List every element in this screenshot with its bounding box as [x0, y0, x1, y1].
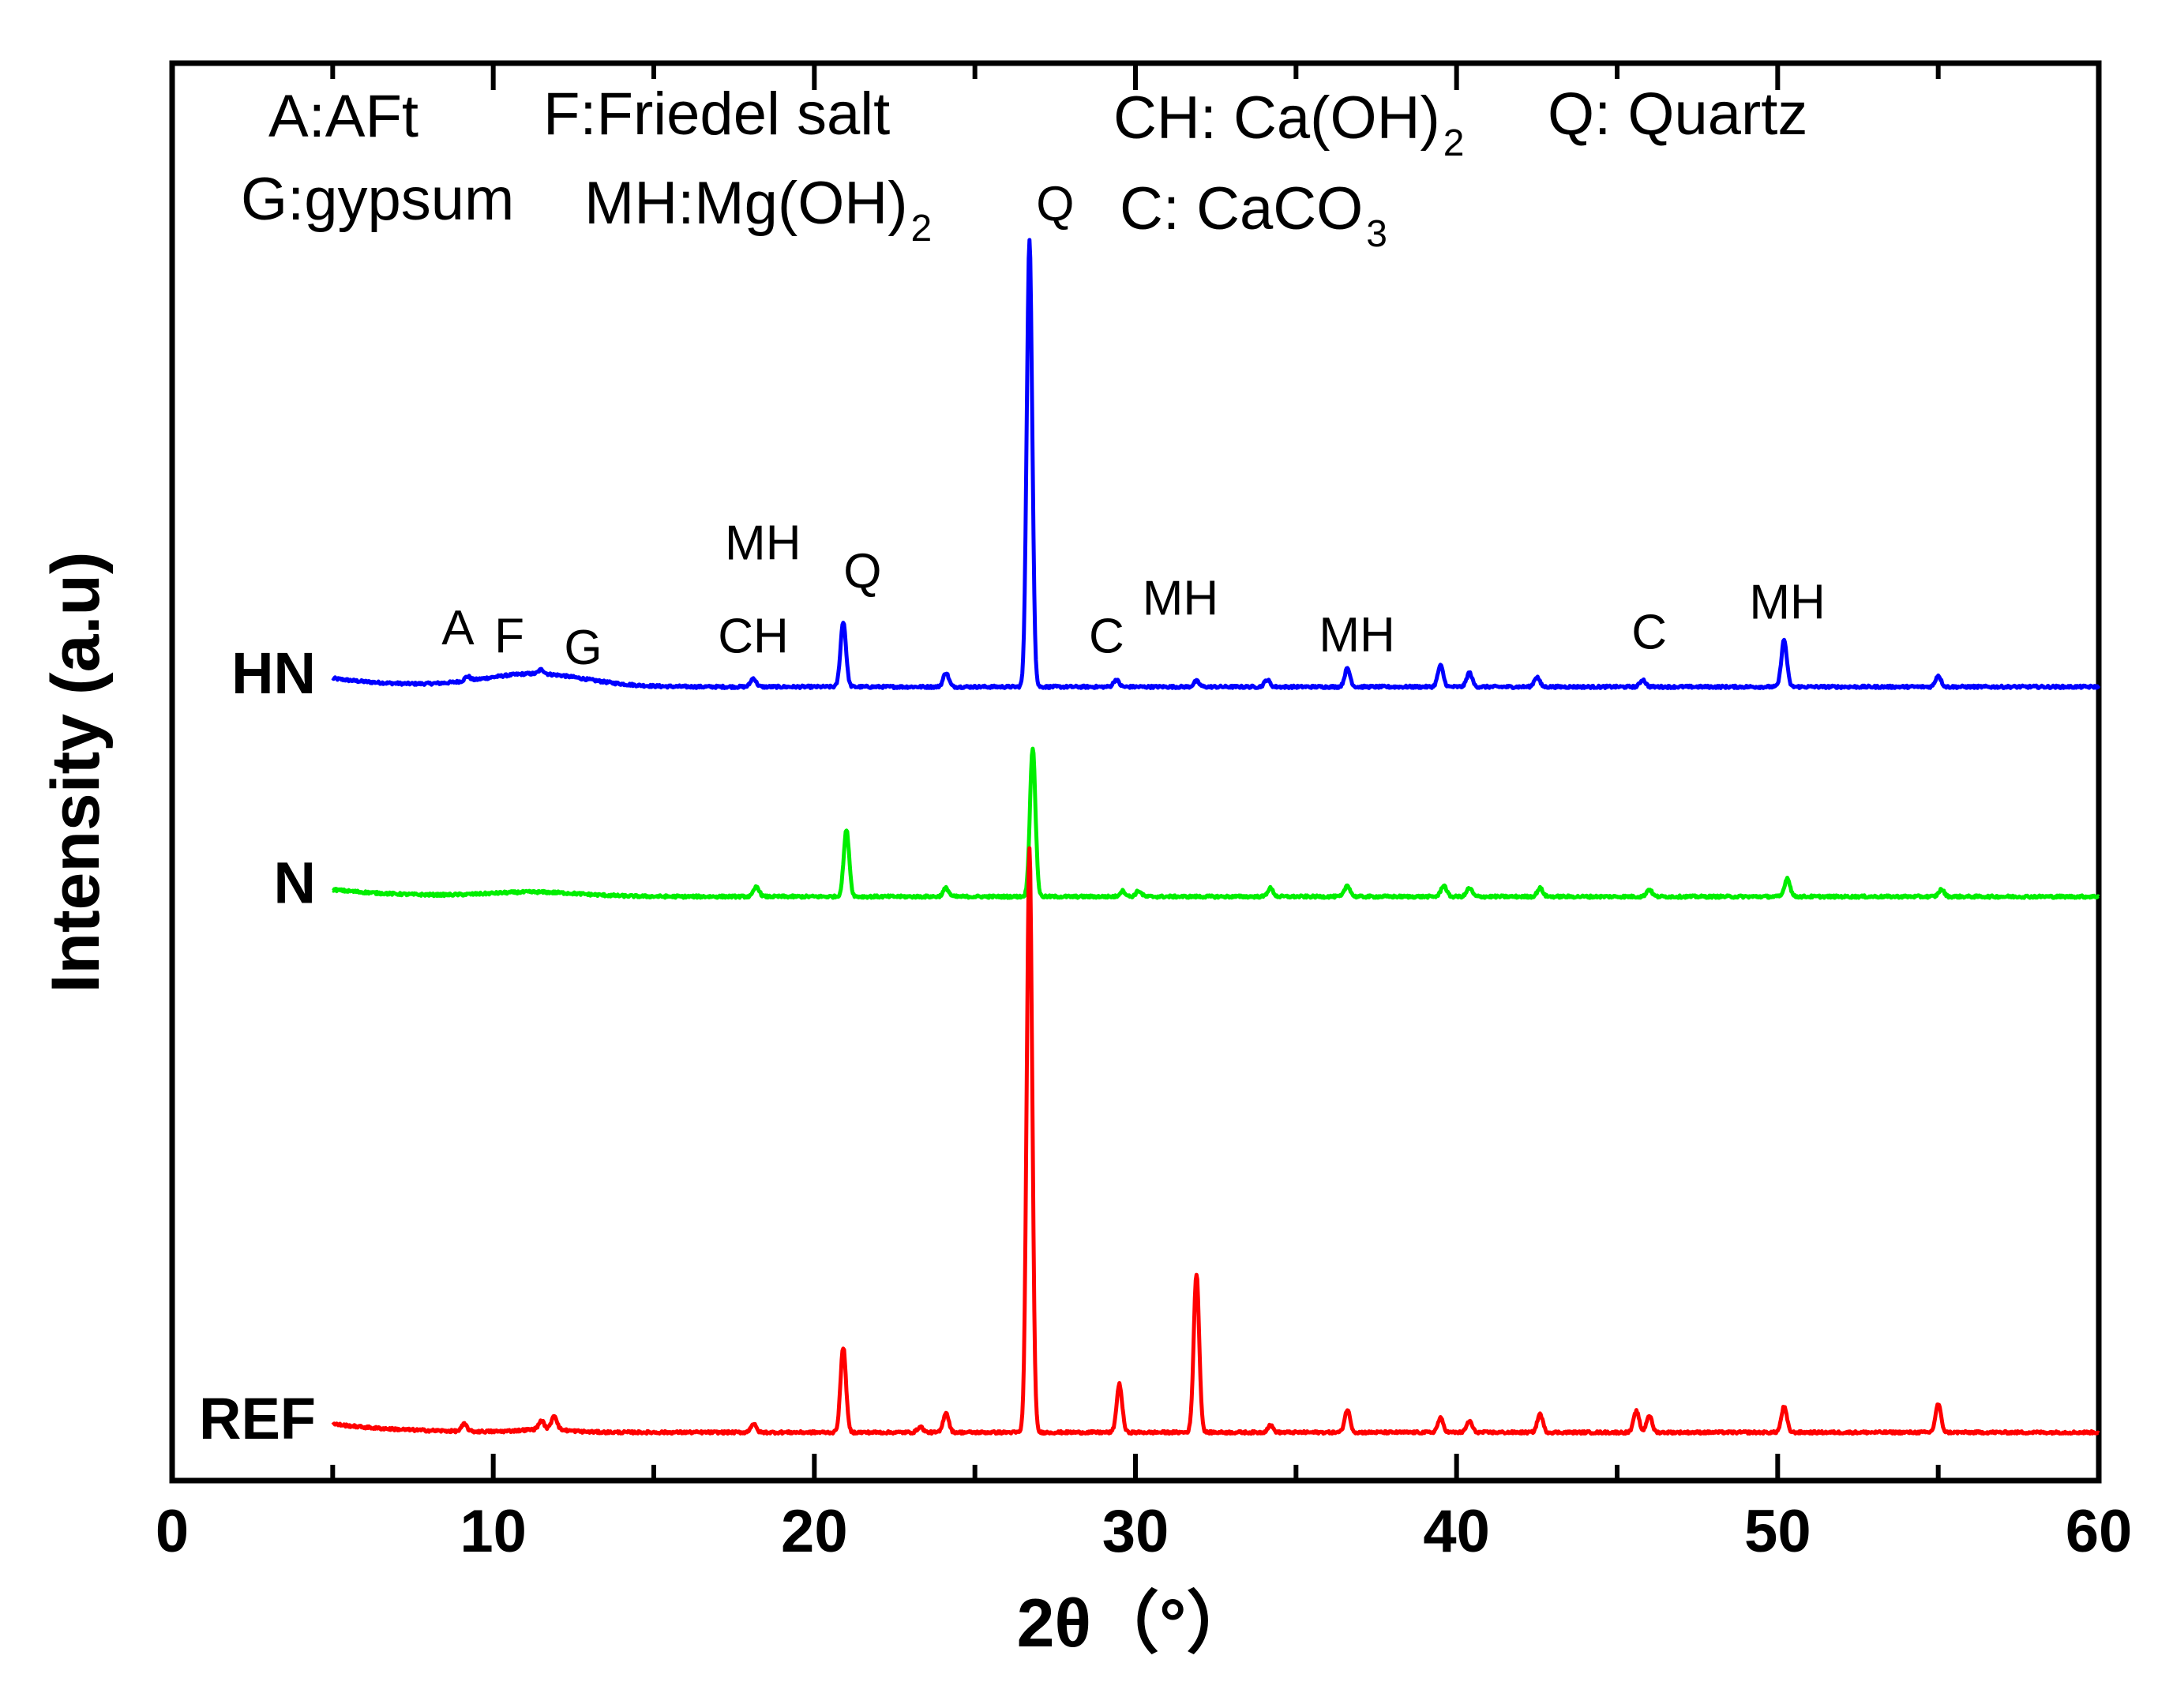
series-label-hn: HN [231, 640, 316, 706]
legend-entry: G:gypsum [241, 166, 514, 233]
peak-annotation: MH [1319, 608, 1394, 663]
axis-ticks [170, 63, 2101, 1481]
legend-subscript: 2 [911, 208, 933, 250]
series-line-n [331, 746, 2100, 900]
legend-entry: Q: Quartz [1548, 81, 1807, 148]
peak-annotation: MH [725, 516, 801, 570]
peak-annotation: CH [718, 610, 789, 664]
legend-entry: F:Friedel salt [543, 81, 890, 148]
peak-annotation: G [564, 621, 602, 675]
peak-annotations: A F G MH CH Q Q C MH MH C MH [441, 177, 1825, 675]
x-tick-label: 50 [1744, 1498, 1811, 1565]
series-label-ref: REF [199, 1386, 316, 1451]
x-tick-label: 0 [156, 1498, 189, 1565]
peak-annotation: MH [1749, 576, 1825, 630]
legend-entry: A:AFt [268, 83, 418, 150]
peak-annotation: Q [1036, 177, 1074, 231]
series-line-ref [331, 846, 2100, 1436]
peak-annotation: F [494, 610, 524, 664]
x-tick-label: 40 [1423, 1498, 1490, 1565]
plot-frame [169, 60, 2102, 1484]
x-axis-title: 2θ（°） [1017, 1586, 1255, 1661]
x-tick-label: 10 [460, 1498, 527, 1565]
peak-annotation: C [1089, 610, 1124, 664]
series-lines [331, 238, 2101, 1436]
x-tick-label: 30 [1102, 1498, 1169, 1565]
series-label-n: N [274, 850, 316, 915]
series-line-hn [331, 238, 2101, 690]
phase-legend: A:AFt F:Friedel salt CH: Ca(OH)2 Q: Quartz G… [241, 81, 1807, 255]
y-axis-title: Intensity (a.u) [38, 551, 114, 993]
x-tick-label: 20 [781, 1498, 848, 1565]
peak-annotation: A [441, 601, 475, 655]
legend-subscript: 3 [1366, 213, 1387, 255]
peak-annotation: MH [1143, 571, 1218, 625]
legend-entry: MH:Mg(OH)2 [584, 170, 932, 250]
x-tick-label: 60 [2066, 1498, 2133, 1565]
legend-entry: C: CaCO3 [1120, 175, 1387, 255]
x-tick-labels: 0 10 20 30 40 50 60 [156, 1498, 2132, 1565]
legend-entry: CH: Ca(OH)2 [1113, 84, 1464, 164]
peak-annotation: C [1631, 605, 1667, 659]
series-labels: HN N REF [199, 640, 316, 1451]
peak-annotation: Q [843, 544, 881, 599]
legend-subscript: 2 [1443, 122, 1465, 164]
